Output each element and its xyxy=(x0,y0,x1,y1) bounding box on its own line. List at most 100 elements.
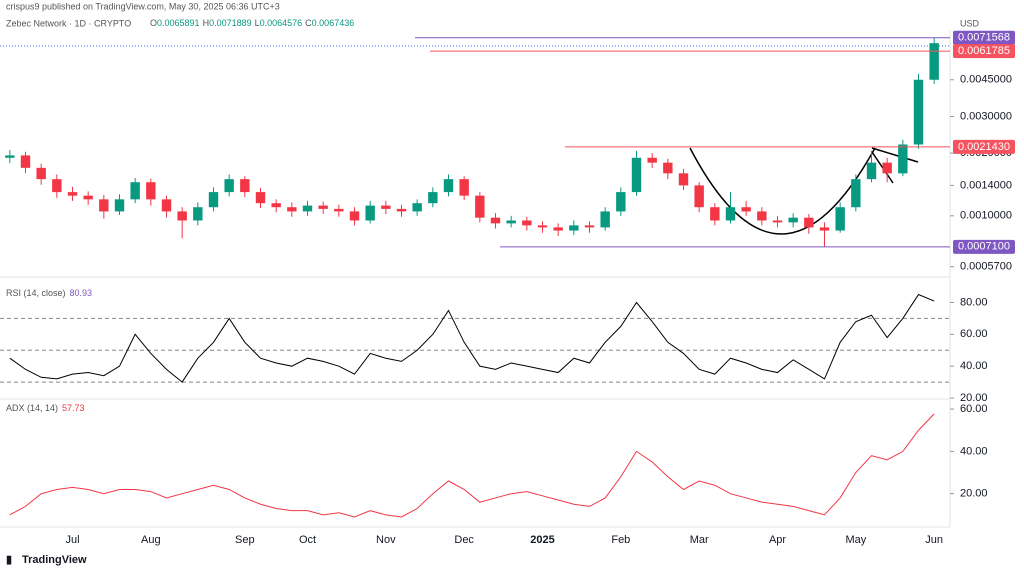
candle-body xyxy=(459,179,469,196)
level-label: 0.0007100 xyxy=(958,241,1010,253)
level-label: 0.0021430 xyxy=(958,141,1010,153)
cup-pattern xyxy=(689,147,876,235)
candle-body xyxy=(224,179,234,193)
indicator-line xyxy=(9,293,935,383)
level-label-box xyxy=(953,30,1015,45)
indicator-line xyxy=(9,413,935,518)
y-tick-label: 40.00 xyxy=(960,360,988,372)
candle-body xyxy=(412,203,422,212)
x-tick-label: Sep xyxy=(235,534,255,546)
candle-body xyxy=(83,195,93,200)
candle-body xyxy=(161,199,172,212)
y-tick-label: 60.00 xyxy=(960,328,988,340)
header: crispus9 published on TradingView.com, M… xyxy=(6,1,280,11)
x-tick-label: May xyxy=(845,534,866,546)
candle-body xyxy=(240,179,250,193)
ohlc-value: 0.0064576 xyxy=(260,18,303,28)
candle-body xyxy=(302,205,313,212)
y-tick-label: 0.0045000 xyxy=(960,74,1012,86)
candle-body xyxy=(663,162,673,174)
candle-body xyxy=(647,157,657,163)
x-tick-label: Feb xyxy=(611,534,630,546)
x-tick-label: Oct xyxy=(299,534,316,546)
y-tick-label: 0.0005700 xyxy=(960,261,1012,273)
ohlc-value: 0.0065891 xyxy=(157,18,200,28)
ohlc-legend: O0.0065891 H0.0071889 L0.0064576 C0.0067436 xyxy=(150,18,354,28)
level-label-box xyxy=(953,139,1015,154)
candle-body xyxy=(522,220,532,226)
candle-body xyxy=(631,157,642,193)
candle-body xyxy=(396,208,407,212)
candle-body xyxy=(616,192,626,212)
candle-body xyxy=(913,79,924,145)
y-tick-label: 80.00 xyxy=(960,296,988,308)
x-tick-label: Mar xyxy=(690,534,709,546)
candle-body xyxy=(349,211,360,221)
candle-body xyxy=(835,207,845,231)
ohlc-key: L xyxy=(255,18,260,28)
x-tick-label: Aug xyxy=(141,534,161,546)
ohlc-value: 0.0071889 xyxy=(209,18,252,28)
candle-body xyxy=(741,207,751,212)
ohlc-key: C xyxy=(305,18,312,28)
candle-body xyxy=(710,207,720,221)
x-tick-label: 2025 xyxy=(530,534,554,546)
candle-body xyxy=(146,182,156,200)
candle-body xyxy=(772,220,783,223)
y-tick-label: 0.0014000 xyxy=(960,179,1012,191)
candle-body xyxy=(381,205,391,209)
level-label-box xyxy=(953,239,1015,254)
candle-body xyxy=(208,192,219,208)
y-tick-label: 60.00 xyxy=(960,403,988,415)
footer: TradingView xyxy=(22,554,87,566)
candle-body xyxy=(866,162,877,180)
candle-body xyxy=(255,192,266,204)
unit: USD xyxy=(960,18,980,28)
candle-body xyxy=(287,207,297,212)
logo: ▮ xyxy=(6,554,12,566)
candle-body xyxy=(193,207,203,221)
candle-body xyxy=(600,211,610,228)
indicator-value: 80.93 xyxy=(70,288,93,298)
candle-body xyxy=(365,205,375,221)
candle-body xyxy=(898,144,908,174)
x-tick-label: Jun xyxy=(925,534,943,546)
y-tick-label: 20.00 xyxy=(960,488,988,500)
candle-body xyxy=(851,179,861,208)
ohlc-key: H xyxy=(203,18,210,28)
candle-body xyxy=(553,227,563,231)
candle-body xyxy=(67,192,78,196)
candle-body xyxy=(334,208,344,212)
candle-body xyxy=(584,225,595,228)
candle-body xyxy=(725,207,736,221)
candle-body xyxy=(804,217,814,228)
candle-body xyxy=(20,155,31,168)
candle-body xyxy=(788,217,798,223)
candle-body xyxy=(929,43,939,80)
candle-body xyxy=(506,220,516,224)
x-tick-label: Jul xyxy=(65,534,79,546)
candle-body xyxy=(130,182,140,200)
indicator-name: RSI (14, close) xyxy=(6,288,66,298)
candle-body xyxy=(678,173,689,186)
ohlc-value: 0.0067436 xyxy=(312,18,355,28)
y-tick-label: 20.00 xyxy=(960,392,988,404)
indicator-value: 57.73 xyxy=(62,403,85,413)
candle-body xyxy=(694,185,704,208)
x-tick-label: Nov xyxy=(376,534,396,546)
candle-body xyxy=(177,211,187,221)
candle-body xyxy=(99,199,109,212)
level-label-box xyxy=(953,44,1015,59)
indicator-name: ADX (14, 14) xyxy=(6,403,58,413)
y-tick-label: 0.0010000 xyxy=(960,210,1012,222)
x-tick-label: Dec xyxy=(454,534,474,546)
candle-body xyxy=(537,225,548,228)
candle-body xyxy=(569,225,579,231)
candle-body xyxy=(36,167,46,180)
x-tick-label: Apr xyxy=(769,534,786,546)
candle-body xyxy=(5,155,15,158)
candle-body xyxy=(318,205,328,209)
symbol-title: Zebec Network · 1D · CRYPTO xyxy=(6,18,131,28)
candle-body xyxy=(271,203,281,208)
